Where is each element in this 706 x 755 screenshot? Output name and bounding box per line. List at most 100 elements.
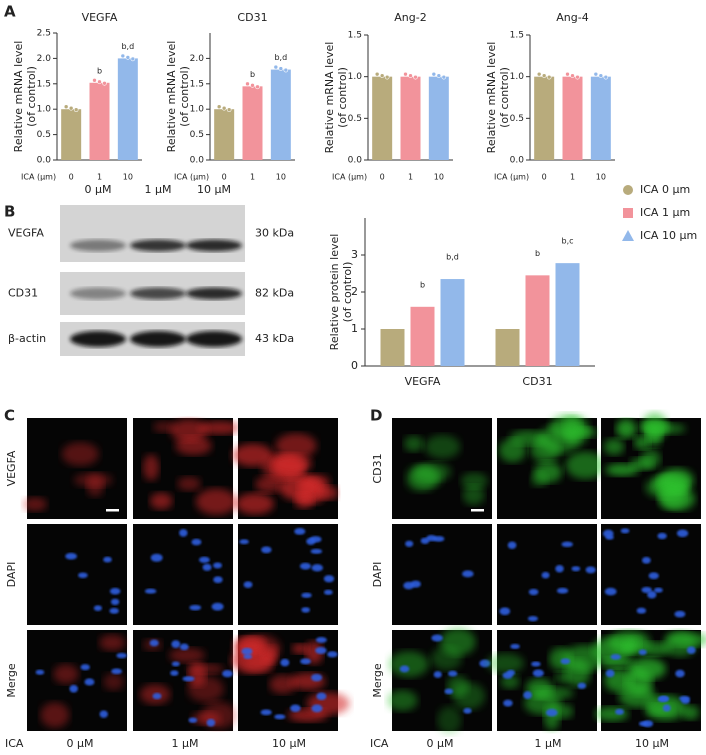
significance-label: b [97, 66, 102, 75]
nucleus [152, 692, 162, 700]
significance-label: b,d [274, 53, 287, 62]
scale-bar [106, 509, 119, 512]
x-tick-label: 1 [570, 173, 575, 182]
nucleus [315, 636, 327, 643]
nucleus [531, 661, 541, 667]
nucleus [116, 652, 127, 659]
cell [294, 492, 314, 509]
y-tick-label: 1.5 [190, 79, 204, 89]
cell [592, 636, 633, 662]
blot-band [186, 239, 242, 252]
bar [555, 263, 580, 366]
cell [616, 419, 637, 439]
column-label: 1 μM [535, 737, 562, 750]
blot-row-label: VEGFA [8, 227, 44, 240]
column-label: 10 μM [635, 737, 669, 750]
cell [437, 706, 462, 735]
point-marker [541, 73, 547, 78]
x-tick-label: 0 [222, 173, 227, 182]
nucleus [144, 588, 157, 594]
y-tick-label: 0.0 [37, 156, 52, 166]
blot-band [186, 287, 242, 300]
micrograph [592, 630, 706, 731]
point-marker [216, 104, 222, 109]
cell [486, 653, 525, 674]
x-tick-label: 10 [123, 173, 133, 182]
x-tick-label: 1 [97, 173, 102, 182]
nucleus [674, 610, 686, 618]
blot-band [70, 287, 126, 300]
nucleus [301, 592, 312, 598]
point-marker [255, 84, 260, 90]
nucleus [179, 643, 189, 651]
micrograph [133, 630, 237, 731]
nucleus [300, 658, 311, 665]
nucleus [243, 654, 253, 660]
bar [590, 76, 611, 160]
legend-label: ICA 1 μm [640, 206, 690, 219]
point-marker [384, 74, 390, 80]
significance-label: b [535, 249, 540, 258]
x-tick-label: 10 [434, 173, 444, 182]
y-tick-label: 1 [351, 322, 358, 335]
significance-label: b [420, 280, 425, 289]
nucleus [310, 548, 323, 554]
bar [214, 109, 235, 160]
y-tick-label: 1.0 [510, 72, 525, 82]
nucleus [641, 556, 651, 564]
y-tick-label: 1.0 [37, 105, 52, 115]
legend-marker [622, 230, 634, 241]
x-tick-label: CD31 [522, 375, 552, 388]
y-tick-label: 1.0 [348, 72, 363, 82]
nucleus [69, 684, 78, 693]
blot-size-label: 30 kDa [255, 227, 294, 240]
cell [462, 485, 485, 506]
nucleus [111, 668, 123, 675]
cell [40, 702, 70, 728]
chart-title: Ang-4 [556, 11, 588, 24]
point-marker [92, 77, 97, 83]
point-marker [68, 105, 74, 111]
bar [61, 109, 82, 160]
cell [424, 434, 461, 459]
y-tick-label: 0.5 [348, 114, 362, 124]
chart-title: VEGFA [82, 11, 118, 24]
y-tick-label: 1.5 [510, 31, 524, 41]
row-label: DAPI [371, 562, 384, 588]
nucleus [301, 607, 311, 613]
nucleus [213, 562, 222, 569]
x-tick-label: 0 [542, 173, 547, 182]
blot-band [130, 239, 186, 252]
y-tick-label: 1.5 [37, 79, 51, 89]
nucleus [647, 590, 657, 599]
micrograph [497, 524, 597, 625]
nucleus [93, 605, 103, 612]
cell [201, 701, 237, 729]
y-tick-label: 0.0 [510, 156, 525, 166]
micrograph [387, 628, 492, 735]
y-axis-label: (of control) [25, 66, 38, 127]
y-tick-label: 1.0 [190, 105, 205, 115]
point-marker [546, 74, 552, 80]
nucleus [191, 538, 202, 546]
nucleus [420, 537, 430, 544]
panel-label: C [4, 407, 15, 425]
point-marker [374, 71, 380, 77]
cell [177, 476, 201, 491]
cell [543, 703, 561, 731]
row-label: CD31 [371, 453, 384, 483]
nucleus [638, 721, 649, 727]
axis-label: ICA [5, 737, 24, 750]
cell [603, 438, 625, 456]
bar [410, 306, 435, 366]
significance-label: b,d [121, 42, 134, 51]
column-label: 0 μM [427, 737, 454, 750]
cell [537, 425, 580, 454]
legend-marker [623, 185, 633, 195]
cell [143, 454, 160, 481]
micrograph [133, 418, 240, 519]
nucleus [556, 587, 569, 594]
point-marker [436, 73, 442, 78]
micrograph [601, 524, 701, 625]
y-tick-label: 1.5 [348, 31, 362, 41]
